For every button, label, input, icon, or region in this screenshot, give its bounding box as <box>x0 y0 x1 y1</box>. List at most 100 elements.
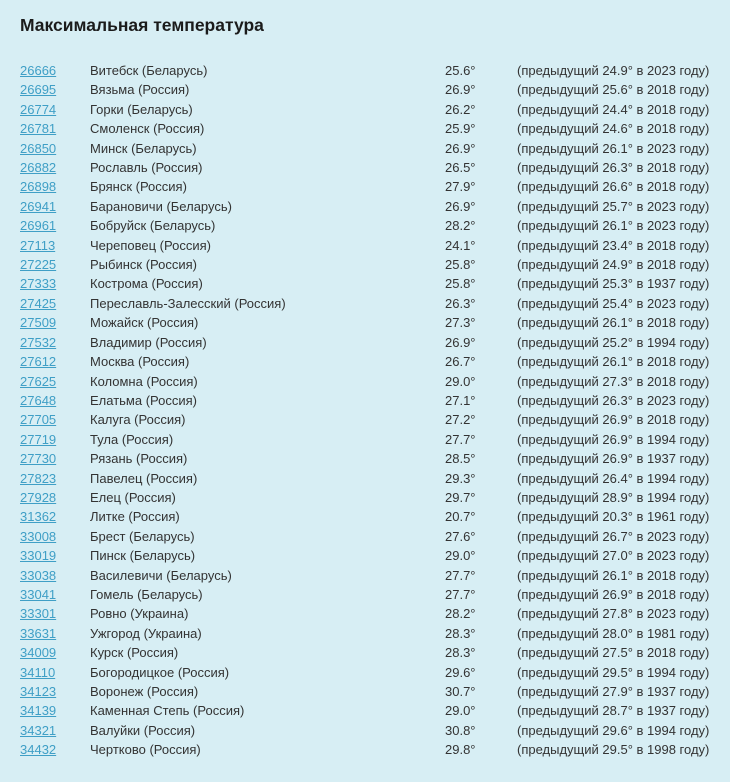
table-row: 26882 Рославль (Россия) 26.5° (предыдущий 2… <box>20 158 716 177</box>
station-id-cell: 33038 <box>20 566 90 585</box>
station-id-link[interactable]: 26898 <box>20 179 57 195</box>
station-name: Барановичи (Беларусь) <box>90 198 232 214</box>
station-id-link[interactable]: 34432 <box>20 742 57 758</box>
station-id-link[interactable]: 26941 <box>20 198 57 214</box>
station-name: Витебск (Беларусь) <box>90 63 208 78</box>
station-id-link[interactable]: 27425 <box>20 295 57 311</box>
station-id-link[interactable]: 26850 <box>20 140 57 156</box>
table-row: 27113 Череповец (Россия) 24.1° (предыдущий … <box>20 236 716 255</box>
temperature-value: 26.5° <box>445 160 476 176</box>
temperature-value: 24.1° <box>445 237 476 253</box>
station-name: Череповец (Россия) <box>90 237 211 253</box>
temperature-value: 30.7° <box>445 684 476 699</box>
temperature-value: 26.2° <box>445 101 476 117</box>
station-id-link[interactable]: 26882 <box>20 160 57 176</box>
station-id-link[interactable]: 33038 <box>20 567 57 583</box>
station-id-link[interactable]: 34123 <box>20 684 57 699</box>
table-row: 27509 Можайск (Россия) 27.3° (предыдущий 26… <box>20 313 716 332</box>
station-id-link[interactable]: 34139 <box>20 703 57 719</box>
station-id-link[interactable]: 33041 <box>20 586 57 602</box>
page-title: Максимальная температура <box>20 15 264 35</box>
previous-record: (предыдущий 25.7° в 2023 году) <box>517 198 710 214</box>
station-id-link[interactable]: 33019 <box>20 548 57 564</box>
table-row: 26666 Витебск (Беларусь) 25.6° (предыдущий … <box>20 61 716 80</box>
station-id-link[interactable]: 27648 <box>20 392 57 408</box>
station-id-link[interactable]: 27928 <box>20 489 57 505</box>
station-id-link[interactable]: 27625 <box>20 373 57 389</box>
station-id-cell: 27928 <box>20 488 90 507</box>
table-row: 34139 Каменная Степь (Россия) 29.0° (предыд… <box>20 701 716 720</box>
station-id-link[interactable]: 27333 <box>20 276 57 292</box>
temperature-value: 28.2° <box>445 218 476 234</box>
table-row: 33041 Гомель (Беларусь) 27.7° (предыдущий 2… <box>20 585 716 604</box>
previous-record: (предыдущий 27.3° в 2018 году) <box>517 373 710 389</box>
station-id-link[interactable]: 34110 <box>20 664 56 680</box>
station-id-cell: 26666 <box>20 61 90 80</box>
station-name: Брянск (Россия) <box>90 179 187 195</box>
station-id-link[interactable]: 34009 <box>20 645 57 661</box>
temperature-value: 27.2° <box>445 412 476 428</box>
station-name: Валуйки (Россия) <box>90 722 196 738</box>
table-row: 26695 Вязьма (Россия) 26.9° (предыдущий 25.… <box>20 80 716 99</box>
temperature-value: 28.5° <box>445 451 476 467</box>
previous-record: (предыдущий 26.3° в 2018 году) <box>517 160 710 176</box>
station-id-cell: 26941 <box>20 197 90 216</box>
previous-record: (предыдущий 29.5° в 1994 году) <box>517 664 710 680</box>
station-id-link[interactable]: 31362 <box>20 509 57 525</box>
station-id-link[interactable]: 27225 <box>20 257 57 273</box>
temperature-value: 29.0° <box>445 703 476 719</box>
station-name: Пинск (Беларусь) <box>90 548 196 564</box>
records-table: 26666 Витебск (Беларусь) 25.6° (предыдущий … <box>20 61 716 760</box>
station-id-link[interactable]: 26666 <box>20 63 57 78</box>
station-id-link[interactable]: 26695 <box>20 82 57 98</box>
station-id-link[interactable]: 33631 <box>20 625 57 641</box>
station-id-link[interactable]: 33301 <box>20 606 57 622</box>
station-name: Кострома (Россия) <box>90 276 203 292</box>
station-id-cell: 34110 <box>20 663 90 682</box>
station-id-link[interactable]: 26961 <box>20 218 57 234</box>
temperature-value: 27.3° <box>445 315 476 331</box>
station-id-cell: 26695 <box>20 80 90 99</box>
station-id-link[interactable]: 27705 <box>20 412 57 428</box>
temperature-value: 28.2° <box>445 606 476 622</box>
table-row: 31362 Литке (Россия) 20.7° (предыдущий 20.3… <box>20 507 716 526</box>
temperature-value: 25.9° <box>445 121 476 137</box>
station-id-link[interactable]: 33008 <box>20 528 57 544</box>
station-id-link[interactable]: 27509 <box>20 315 57 331</box>
previous-record: (предыдущий 26.9° в 2018 году) <box>517 586 710 602</box>
station-id-link[interactable]: 34321 <box>20 722 57 738</box>
temperature-value: 28.3° <box>445 625 476 641</box>
previous-record: (предыдущий 28.0° в 1981 году) <box>517 625 710 641</box>
previous-record: (предыдущий 26.1° в 2018 году) <box>517 315 710 331</box>
station-name: Рославль (Россия) <box>90 160 203 176</box>
station-id-link[interactable]: 27612 <box>20 354 57 370</box>
station-id-link[interactable]: 27532 <box>20 334 57 350</box>
table-row: 33019 Пинск (Беларусь) 29.0° (предыдущий 27… <box>20 546 716 565</box>
previous-record: (предыдущий 26.9° в 1937 году) <box>517 451 710 467</box>
station-name: Чертково (Россия) <box>90 742 201 758</box>
table-row: 27719 Тула (Россия) 27.7° (предыдущий 26.9°… <box>20 430 716 449</box>
previous-record: (предыдущий 26.6° в 2018 году) <box>517 179 710 195</box>
station-id-link[interactable]: 27719 <box>20 431 57 447</box>
station-name: Смоленск (Россия) <box>90 121 205 137</box>
station-id-link[interactable]: 27823 <box>20 470 57 486</box>
station-id-link[interactable]: 27113 <box>20 237 56 253</box>
station-id-link[interactable]: 27730 <box>20 451 57 467</box>
station-name: Вязьма (Россия) <box>90 82 190 98</box>
station-id-cell: 34321 <box>20 721 90 740</box>
station-name: Тула (Россия) <box>90 431 174 447</box>
table-row: 27225 Рыбинск (Россия) 25.8° (предыдущий 24… <box>20 255 716 274</box>
station-id-link[interactable]: 26774 <box>20 101 57 117</box>
table-row: 34432 Чертково (Россия) 29.8° (предыдущий 2… <box>20 740 716 759</box>
table-row: 26781 Смоленск (Россия) 25.9° (предыдущий 2… <box>20 119 716 138</box>
previous-record: (предыдущий 27.9° в 1937 году) <box>517 684 710 699</box>
station-id-cell: 27705 <box>20 410 90 429</box>
station-id-cell: 33631 <box>20 624 90 643</box>
station-id-link[interactable]: 26781 <box>20 121 57 137</box>
station-id-cell: 27625 <box>20 372 90 391</box>
table-row: 27730 Рязань (Россия) 28.5° (предыдущий 26.… <box>20 449 716 468</box>
table-row: 26774 Горки (Беларусь) 26.2° (предыдущий 24… <box>20 100 716 119</box>
table-row: 27532 Владимир (Россия) 26.9° (предыдущий 2… <box>20 333 716 352</box>
previous-record: (предыдущий 26.4° в 1994 году) <box>517 470 710 486</box>
table-row: 34321 Валуйки (Россия) 30.8° (предыдущий 29… <box>20 721 716 740</box>
